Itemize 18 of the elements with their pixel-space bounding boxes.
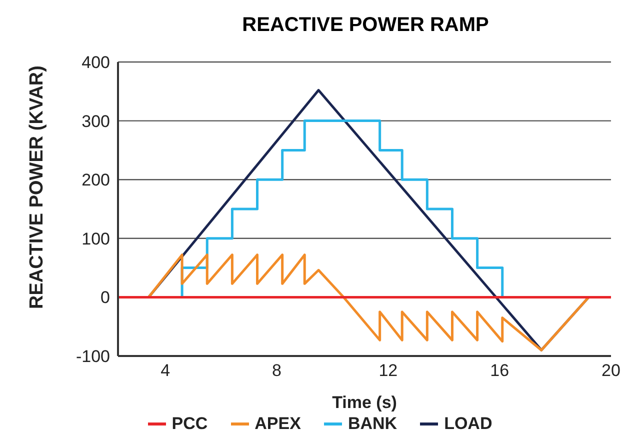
x-tick-label: 8 — [272, 361, 282, 380]
legend-label: APEX — [254, 414, 301, 434]
y-tick-label: 100 — [82, 229, 110, 248]
x-tick-label: 20 — [602, 361, 620, 380]
y-axis-title: REACTIVE POWER (KVAR) — [26, 66, 48, 309]
legend-label: LOAD — [444, 414, 492, 434]
x-axis-title: Time (s) — [332, 393, 397, 412]
y-tick-label: 200 — [82, 170, 110, 190]
y-tick-label: 300 — [82, 112, 110, 131]
chart-title: REACTIVE POWER RAMP — [241, 13, 490, 38]
x-tick-label: 4 — [160, 361, 170, 380]
y-tick-label: -100 — [76, 347, 110, 366]
legend-label: PCC — [172, 414, 208, 434]
x-tick-label: 12 — [378, 361, 398, 380]
x-tick-label: 16 — [490, 361, 510, 380]
legend-label: BANK — [348, 414, 398, 434]
y-tick-label: 400 — [82, 53, 110, 72]
y-tick-label: 0 — [100, 288, 110, 308]
